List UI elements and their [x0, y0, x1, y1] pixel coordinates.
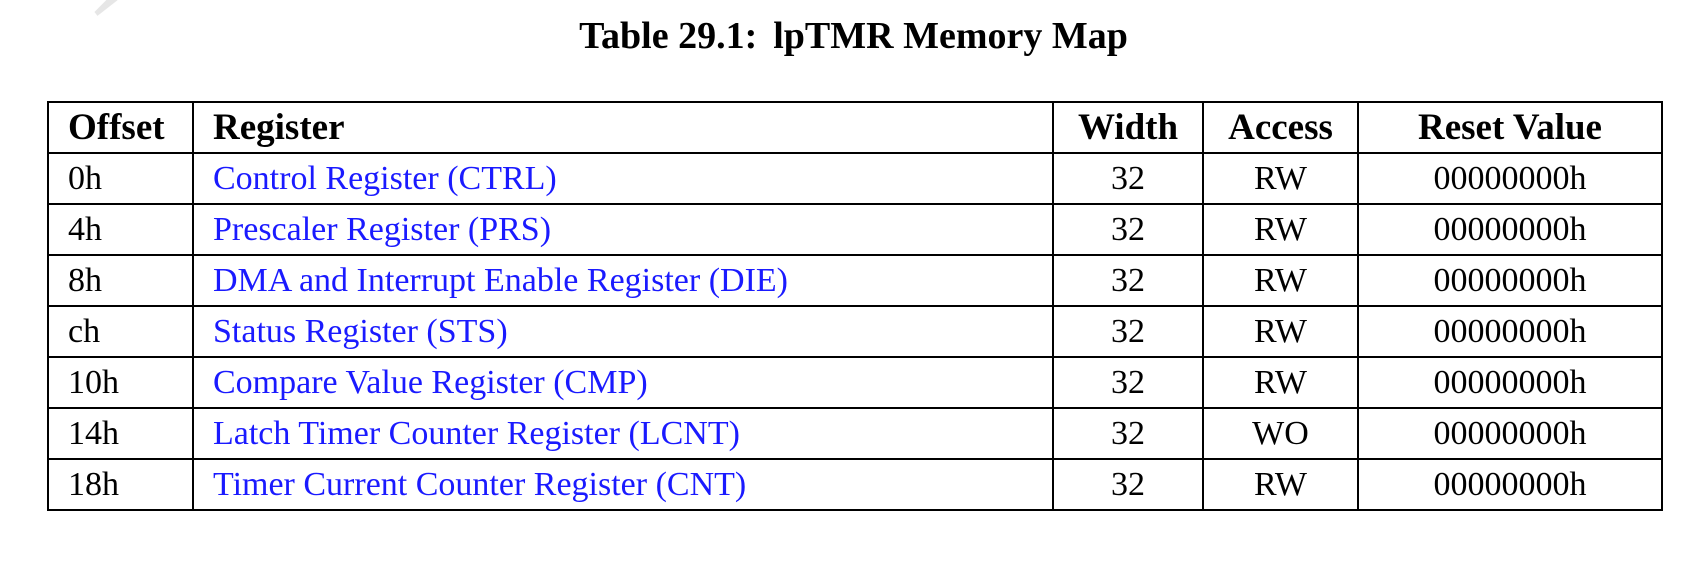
header-register: Register: [192, 101, 1054, 154]
register-cell: Control Register (CTRL): [192, 152, 1054, 205]
table-row: 14h Latch Timer Counter Register (LCNT) 32…: [47, 407, 1663, 460]
access-cell: RW: [1202, 356, 1359, 409]
header-access: Access: [1202, 101, 1359, 154]
offset-cell: 10h: [47, 356, 194, 409]
register-link[interactable]: DMA and Interrupt Enable Register (DIE): [213, 261, 788, 299]
table-header-row: Offset Register Width Access Reset Value: [47, 101, 1663, 154]
access-cell: WO: [1202, 407, 1359, 460]
width-cell: 32: [1052, 458, 1204, 511]
offset-cell: ch: [47, 305, 194, 358]
width-cell: 32: [1052, 203, 1204, 256]
register-link[interactable]: Latch Timer Counter Register (LCNT): [213, 414, 740, 452]
table-caption-label: Table 29.1:: [579, 15, 758, 57]
register-link[interactable]: Timer Current Counter Register (CNT): [213, 465, 747, 503]
table-row: ch Status Register (STS) 32 RW 00000000h: [47, 305, 1663, 358]
header-reset-value: Reset Value: [1357, 101, 1663, 154]
width-cell: 32: [1052, 356, 1204, 409]
offset-cell: 14h: [47, 407, 194, 460]
table-body: 0h Control Register (CTRL) 32 RW 00000000h 4h…: [47, 152, 1663, 511]
access-cell: RW: [1202, 458, 1359, 511]
reset-value-cell: 00000000h: [1357, 203, 1663, 256]
register-link[interactable]: Control Register (CTRL): [213, 159, 557, 197]
reset-value-cell: 00000000h: [1357, 152, 1663, 205]
table-row: 18h Timer Current Counter Register (CNT) 3…: [47, 458, 1663, 511]
offset-cell: 4h: [47, 203, 194, 256]
register-link[interactable]: Prescaler Register (PRS): [213, 210, 552, 248]
width-cell: 32: [1052, 305, 1204, 358]
width-cell: 32: [1052, 407, 1204, 460]
header-offset: Offset: [47, 101, 194, 154]
table-row: 8h DMA and Interrupt Enable Register (DIE…: [47, 254, 1663, 307]
reset-value-cell: 00000000h: [1357, 407, 1663, 460]
register-cell: DMA and Interrupt Enable Register (DIE): [192, 254, 1054, 307]
table-row: 4h Prescaler Register (PRS) 32 RW 00000000h: [47, 203, 1663, 256]
table-caption-title: lpTMR Memory Map: [773, 15, 1128, 57]
access-cell: RW: [1202, 305, 1359, 358]
register-cell: Status Register (STS): [192, 305, 1054, 358]
width-cell: 32: [1052, 254, 1204, 307]
reset-value-cell: 00000000h: [1357, 458, 1663, 511]
register-cell: Compare Value Register (CMP): [192, 356, 1054, 409]
register-cell: Latch Timer Counter Register (LCNT): [192, 407, 1054, 460]
offset-cell: 0h: [47, 152, 194, 205]
access-cell: RW: [1202, 152, 1359, 205]
register-link[interactable]: Status Register (STS): [213, 312, 508, 350]
reset-value-cell: 00000000h: [1357, 254, 1663, 307]
register-link[interactable]: Compare Value Register (CMP): [213, 363, 648, 401]
access-cell: RW: [1202, 203, 1359, 256]
offset-cell: 18h: [47, 458, 194, 511]
table-caption: Table 29.1: lpTMR Memory Map: [0, 8, 1707, 64]
table-row: 0h Control Register (CTRL) 32 RW 00000000h: [47, 152, 1663, 205]
offset-cell: 8h: [47, 254, 194, 307]
reset-value-cell: 00000000h: [1357, 305, 1663, 358]
register-cell: Timer Current Counter Register (CNT): [192, 458, 1054, 511]
register-cell: Prescaler Register (PRS): [192, 203, 1054, 256]
width-cell: 32: [1052, 152, 1204, 205]
table-row: 10h Compare Value Register (CMP) 32 RW 00000…: [47, 356, 1663, 409]
memory-map-table: Offset Register Width Access Reset Value…: [47, 101, 1663, 511]
header-width: Width: [1052, 101, 1204, 154]
reset-value-cell: 00000000h: [1357, 356, 1663, 409]
access-cell: RW: [1202, 254, 1359, 307]
